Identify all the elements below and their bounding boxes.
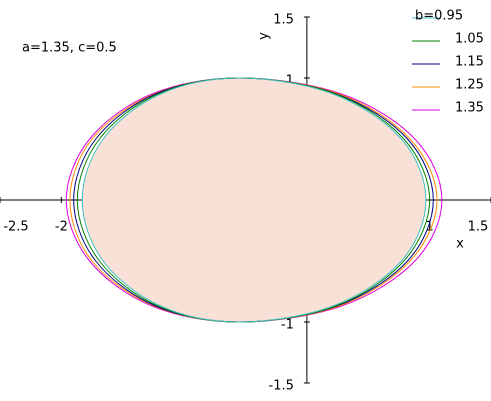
x-tick-label: -2 [55,220,68,235]
legend-label: b=0.95 [415,9,463,24]
legend-label: 1.15 [455,55,484,70]
x-tick-label: -2.5 [3,220,28,235]
legend-label: 1.25 [455,78,484,93]
legend: b=0.95 1.05 1.15 1.25 1.35 [412,9,484,116]
y-tick-label: 1 [286,74,294,89]
annotation: a=1.35, c=0.5 [22,41,117,56]
y-axis-label: y [257,32,272,40]
series-line [76,77,431,323]
series-line [65,77,443,323]
legend-label: 1.05 [455,32,484,47]
x-axis-label: x [456,237,464,252]
y-tick-label: 1.5 [273,13,294,28]
y-tick-label: -1 [281,318,294,333]
series-line [69,77,438,323]
area-fill [82,78,426,322]
x-tick-label: 1 [425,220,433,235]
series-line [81,77,427,323]
x-tick-label: 1.5 [468,220,489,235]
y-tick-label: -1.5 [269,379,294,394]
legend-label: 1.35 [455,101,484,116]
